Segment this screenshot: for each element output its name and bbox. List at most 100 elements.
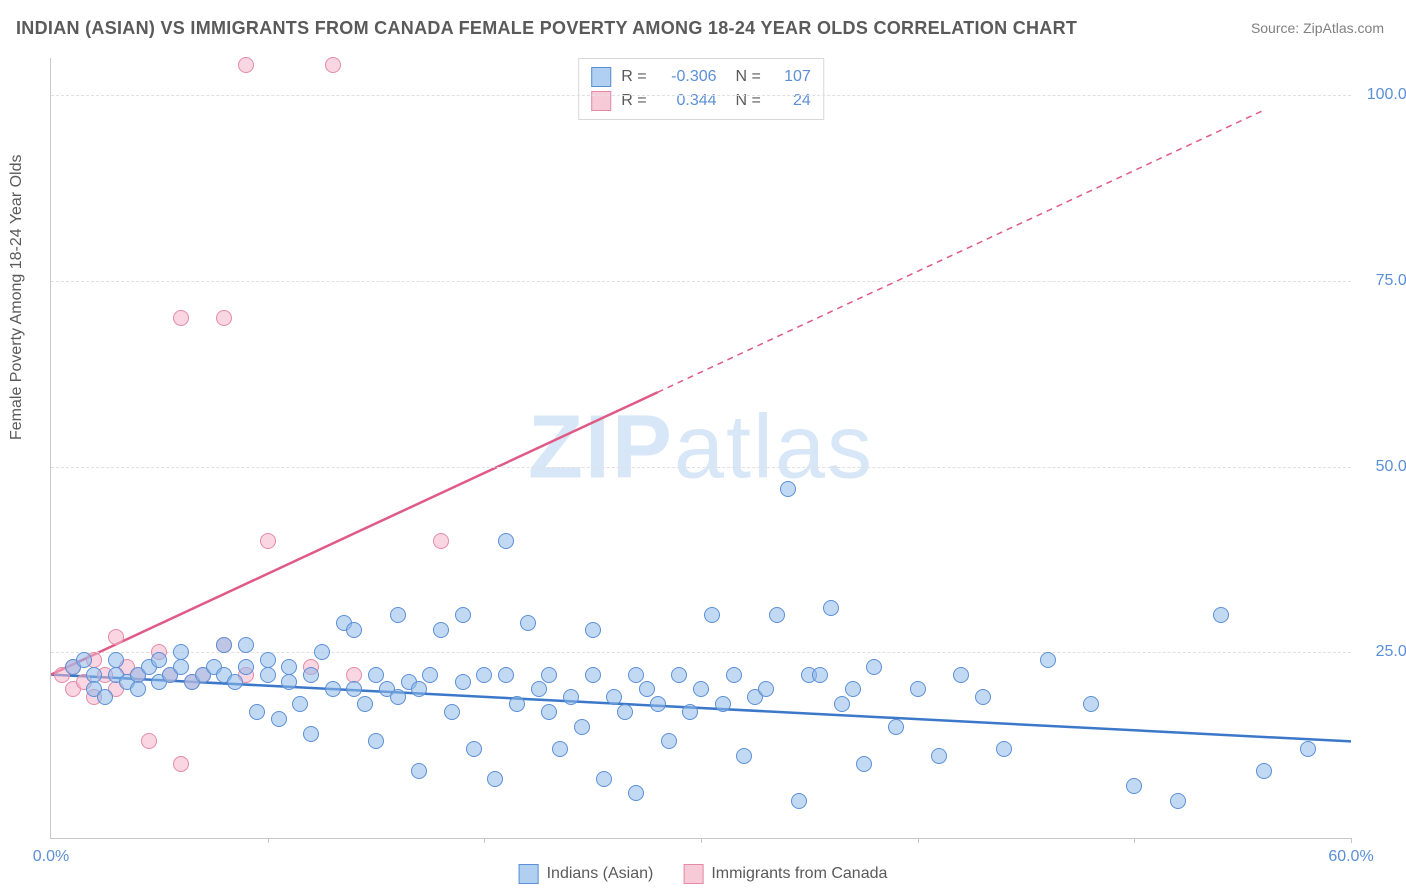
data-point: [86, 667, 102, 683]
source-attribution: Source: ZipAtlas.com: [1251, 20, 1384, 36]
data-point: [466, 741, 482, 757]
data-point: [834, 696, 850, 712]
legend-bottom: Indians (Asian) Immigrants from Canada: [519, 864, 888, 884]
x-tick-label: 0.0%: [33, 848, 69, 866]
data-point: [661, 733, 677, 749]
data-point: [856, 756, 872, 772]
chart-title: INDIAN (ASIAN) VS IMMIGRANTS FROM CANADA…: [16, 18, 1077, 39]
data-point: [975, 689, 991, 705]
data-point: [639, 681, 655, 697]
legend-label: Immigrants from Canada: [711, 865, 887, 883]
data-point: [1213, 607, 1229, 623]
data-point: [238, 659, 254, 675]
x-tick-mark: [484, 838, 485, 843]
data-point: [758, 681, 774, 697]
legend-label: Indians (Asian): [547, 865, 654, 883]
data-point: [823, 600, 839, 616]
data-point: [487, 771, 503, 787]
data-point: [845, 681, 861, 697]
data-point: [953, 667, 969, 683]
data-point: [216, 310, 232, 326]
data-point: [151, 652, 167, 668]
watermark-text: ZIPatlas: [528, 397, 874, 500]
data-point: [260, 652, 276, 668]
trend-lines-layer: [51, 58, 1351, 838]
data-point: [433, 622, 449, 638]
data-point: [1256, 763, 1272, 779]
data-point: [271, 711, 287, 727]
data-point: [303, 726, 319, 742]
data-point: [498, 667, 514, 683]
data-point: [476, 667, 492, 683]
x-tick-mark: [918, 838, 919, 843]
x-tick-label: 60.0%: [1328, 848, 1373, 866]
data-point: [1170, 793, 1186, 809]
data-point: [314, 644, 330, 660]
watermark-light: atlas: [674, 398, 874, 498]
data-point: [411, 763, 427, 779]
data-point: [996, 741, 1012, 757]
stats-row: R =-0.306 N =107: [591, 65, 811, 89]
swatch-pink-icon: [683, 864, 703, 884]
data-point: [292, 696, 308, 712]
legend-item: Indians (Asian): [519, 864, 654, 884]
data-point: [173, 756, 189, 772]
data-point: [704, 607, 720, 623]
data-point: [509, 696, 525, 712]
data-point: [346, 622, 362, 638]
gridline-horizontal: [51, 95, 1351, 96]
legend-item: Immigrants from Canada: [683, 864, 887, 884]
data-point: [108, 629, 124, 645]
y-tick-label: 75.0%: [1361, 272, 1406, 290]
data-point: [628, 785, 644, 801]
data-point: [910, 681, 926, 697]
data-point: [260, 667, 276, 683]
stats-row: R =0.344 N =24: [591, 89, 811, 113]
data-point: [520, 615, 536, 631]
data-point: [736, 748, 752, 764]
gridline-horizontal: [51, 467, 1351, 468]
data-point: [866, 659, 882, 675]
data-point: [574, 719, 590, 735]
data-point: [130, 681, 146, 697]
data-point: [455, 607, 471, 623]
data-point: [563, 689, 579, 705]
data-point: [791, 793, 807, 809]
data-point: [596, 771, 612, 787]
data-point: [531, 681, 547, 697]
data-point: [238, 57, 254, 73]
data-point: [769, 607, 785, 623]
data-point: [173, 644, 189, 660]
y-tick-label: 100.0%: [1361, 86, 1406, 104]
data-point: [682, 704, 698, 720]
data-point: [1040, 652, 1056, 668]
data-point: [541, 667, 557, 683]
data-point: [455, 674, 471, 690]
data-point: [650, 696, 666, 712]
y-tick-label: 50.0%: [1361, 458, 1406, 476]
data-point: [390, 607, 406, 623]
data-point: [173, 659, 189, 675]
gridline-horizontal: [51, 281, 1351, 282]
data-point: [715, 696, 731, 712]
chart-plot-area: ZIPatlas R =-0.306 N =107R =0.344 N =24 …: [50, 58, 1351, 839]
data-point: [1083, 696, 1099, 712]
data-point: [422, 667, 438, 683]
data-point: [249, 704, 265, 720]
data-point: [606, 689, 622, 705]
data-point: [444, 704, 460, 720]
data-point: [1300, 741, 1316, 757]
data-point: [628, 667, 644, 683]
data-point: [303, 667, 319, 683]
data-point: [726, 667, 742, 683]
data-point: [671, 667, 687, 683]
correlation-stats-box: R =-0.306 N =107R =0.344 N =24: [578, 58, 824, 120]
data-point: [216, 637, 232, 653]
x-tick-mark: [1134, 838, 1135, 843]
data-point: [498, 533, 514, 549]
data-point: [541, 704, 557, 720]
data-point: [76, 652, 92, 668]
data-point: [390, 689, 406, 705]
data-point: [346, 667, 362, 683]
data-point: [368, 667, 384, 683]
